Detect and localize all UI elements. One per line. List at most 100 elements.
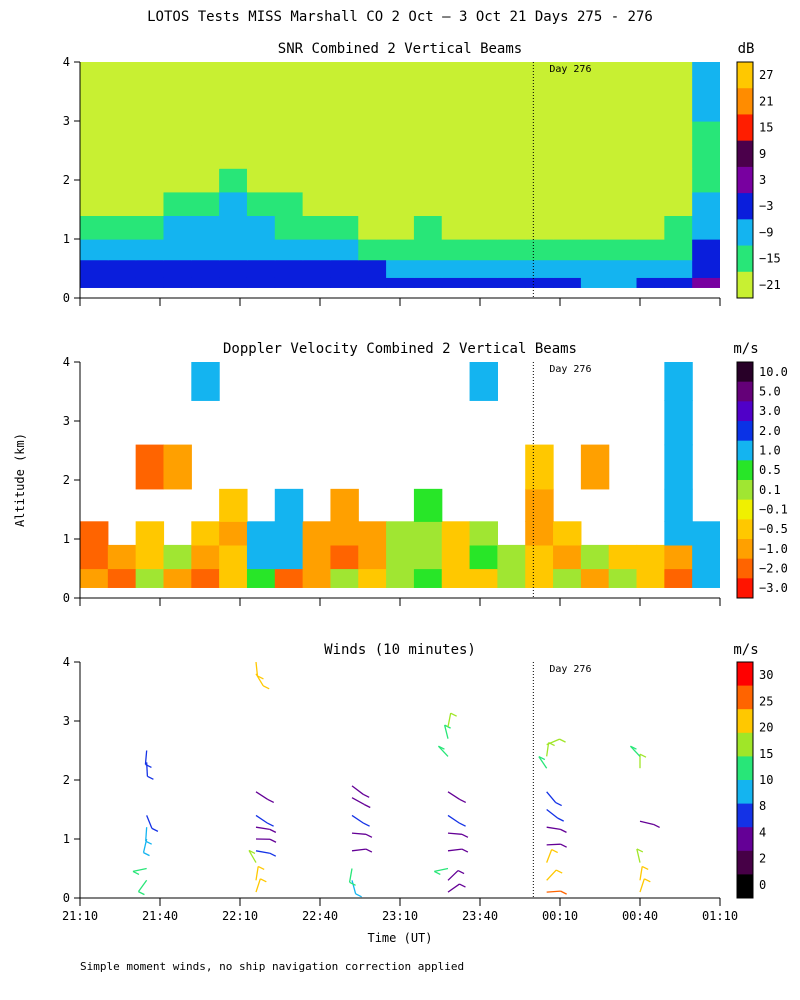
heatmap-cell bbox=[107, 191, 137, 216]
heatmap-cell bbox=[191, 191, 220, 216]
wind-barb bbox=[447, 870, 459, 881]
heatmap-cell bbox=[219, 259, 248, 278]
wind-barb-flag bbox=[269, 852, 277, 857]
heatmap-cell bbox=[692, 191, 720, 216]
heatmap-cell bbox=[386, 544, 415, 570]
heatmap-cell bbox=[246, 191, 276, 216]
heatmap-cell bbox=[191, 62, 220, 78]
heatmap-cell bbox=[580, 168, 610, 193]
heatmap-cell bbox=[386, 121, 415, 146]
heatmap-cell bbox=[191, 568, 220, 588]
colorbar-swatch bbox=[737, 709, 753, 734]
heatmap-cell bbox=[692, 239, 720, 261]
heatmap-cell bbox=[135, 97, 165, 122]
heatmap-cell bbox=[441, 76, 471, 98]
heatmap-cell bbox=[302, 521, 332, 546]
heatmap-cell bbox=[274, 97, 304, 122]
heatmap-cell bbox=[469, 215, 498, 240]
heatmap-cell bbox=[525, 277, 554, 288]
heatmap-cell bbox=[135, 215, 165, 240]
heatmap-cell bbox=[469, 76, 498, 98]
wind-barb bbox=[255, 826, 270, 831]
heatmap-cell bbox=[608, 121, 638, 146]
heatmap-cell bbox=[553, 191, 582, 216]
heatmap-cell bbox=[135, 168, 165, 193]
heatmap-cell bbox=[135, 191, 165, 216]
heatmap-cell bbox=[107, 544, 137, 570]
y-tick-label: 0 bbox=[63, 591, 70, 605]
heatmap-cell bbox=[636, 62, 665, 78]
colorbar-swatch bbox=[737, 88, 753, 115]
heatmap-cell bbox=[553, 568, 582, 588]
y-tick-label: 2 bbox=[63, 173, 70, 187]
heatmap-cell bbox=[553, 521, 582, 546]
wind-barb-flag bbox=[457, 869, 465, 875]
heatmap-cell bbox=[386, 62, 415, 78]
heatmap-cell bbox=[525, 239, 554, 261]
heatmap-cell bbox=[246, 62, 276, 78]
wind-barb-flag bbox=[267, 798, 275, 804]
heatmap-cell bbox=[636, 259, 665, 278]
colorbar-swatch bbox=[737, 440, 753, 461]
heatmap-cell bbox=[274, 62, 304, 78]
colorbar-label: 9 bbox=[759, 147, 766, 161]
wind-barb bbox=[248, 850, 257, 863]
heatmap-cell bbox=[636, 144, 665, 169]
heatmap-cell bbox=[219, 277, 248, 288]
colorbar-label: 27 bbox=[759, 68, 773, 82]
heatmap-cell bbox=[525, 191, 554, 216]
x-tick-label: 23:10 bbox=[382, 909, 418, 923]
heatmap-cell bbox=[302, 191, 332, 216]
heatmap-cell bbox=[191, 168, 220, 193]
heatmap-cell bbox=[80, 277, 109, 288]
colorbar-label: 4 bbox=[759, 825, 766, 839]
heatmap-cell bbox=[636, 239, 665, 261]
heatmap-cell bbox=[330, 62, 359, 78]
heatmap-cell bbox=[358, 121, 387, 146]
day-marker-label: Day 276 bbox=[549, 64, 591, 75]
heatmap-cell bbox=[246, 568, 276, 588]
heatmap-cell bbox=[107, 239, 137, 261]
wind-barb-flag bbox=[132, 870, 140, 875]
wind-barb bbox=[639, 878, 645, 893]
heatmap-cell bbox=[386, 97, 415, 122]
heatmap-cell bbox=[692, 215, 720, 240]
colorbar-swatch bbox=[737, 578, 753, 599]
wind-barb bbox=[255, 662, 259, 676]
heatmap-cell bbox=[330, 544, 359, 570]
heatmap-cell bbox=[302, 97, 332, 122]
heatmap-cell bbox=[497, 239, 526, 261]
wind-barb bbox=[636, 848, 641, 863]
heatmap-cell bbox=[358, 544, 387, 570]
heatmap-cell bbox=[497, 168, 526, 193]
heatmap-cell bbox=[107, 568, 137, 588]
heatmap-cell bbox=[107, 76, 137, 98]
heatmap-cell bbox=[219, 521, 248, 546]
wind-barb bbox=[447, 791, 461, 800]
heatmap-cell bbox=[330, 239, 359, 261]
colorbar-swatch bbox=[737, 62, 753, 89]
colorbar-label: 3.0 bbox=[759, 404, 781, 418]
heatmap-cell bbox=[219, 168, 248, 193]
heatmap-cell bbox=[413, 544, 443, 570]
heatmap-cell bbox=[358, 62, 387, 78]
y-tick-label: 4 bbox=[63, 355, 70, 369]
heatmap-cell bbox=[497, 97, 526, 122]
wind-barb-flag bbox=[349, 881, 356, 886]
wind-barb bbox=[546, 738, 560, 746]
heatmap-cell bbox=[469, 168, 498, 193]
x-tick-label: 01:10 bbox=[702, 909, 738, 923]
wind-barb bbox=[255, 866, 259, 881]
colorbar-label: 0 bbox=[759, 878, 766, 892]
heatmap-cell bbox=[664, 62, 693, 78]
wind-barb bbox=[546, 791, 557, 803]
heatmap-cell bbox=[135, 121, 165, 146]
heatmap-cell bbox=[608, 144, 638, 169]
wind-barb-flag bbox=[248, 849, 256, 855]
heatmap-cell bbox=[553, 121, 582, 146]
wind-barb-flag bbox=[262, 685, 270, 690]
heatmap-cell bbox=[636, 168, 665, 193]
wind-barb-flag bbox=[639, 753, 647, 758]
x-axis-label: Time (UT) bbox=[367, 931, 432, 945]
heatmap-cell bbox=[608, 215, 638, 240]
